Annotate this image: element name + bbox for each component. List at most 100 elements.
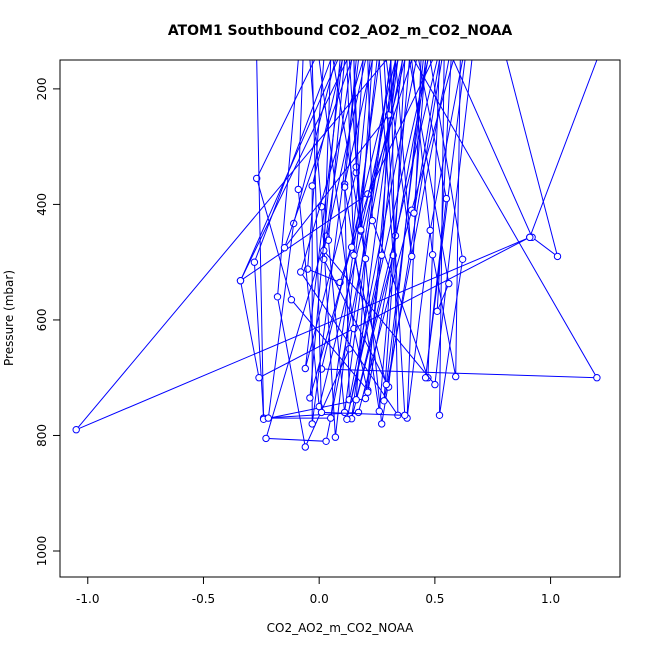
series-line: [309, 60, 371, 399]
data-point: [408, 252, 416, 261]
data-point: [273, 293, 282, 301]
series-25: [411, 60, 461, 381]
series-22: [346, 60, 427, 389]
series-line: [418, 60, 466, 378]
series-24: [343, 60, 429, 423]
x-axis: -1.0 -0.5 0.0 0.5 1.0: [76, 576, 560, 606]
data-point: [380, 397, 388, 405]
series-40: [385, 60, 416, 261]
series-1: [273, 60, 392, 451]
y-tick-label: 600: [35, 308, 49, 331]
data-point: [347, 243, 356, 251]
data-point: [364, 388, 372, 396]
data-point: [593, 374, 601, 382]
series-line: [346, 60, 429, 420]
series-line: [411, 60, 461, 377]
series-line: [452, 60, 559, 258]
series-line: [311, 60, 406, 416]
data-point: [428, 251, 437, 259]
series-line: [323, 60, 473, 386]
series-39: [308, 60, 359, 428]
series-line: [429, 60, 464, 416]
data-point: [526, 233, 534, 242]
data-point: [433, 307, 441, 315]
series-line: [304, 60, 357, 369]
data-point: [350, 251, 358, 259]
data-point: [401, 411, 409, 419]
data-point: [280, 244, 289, 252]
series-line: [383, 60, 450, 401]
series-line: [346, 60, 427, 385]
series-35: [72, 60, 534, 434]
series-line: [355, 60, 443, 424]
data-point: [322, 437, 330, 445]
data-point: [458, 255, 467, 263]
data-point: [72, 426, 80, 434]
data-point: [452, 372, 460, 381]
x-axis-label: CO2_AO2_m_CO2_NOAA: [267, 621, 414, 635]
series-5: [236, 60, 434, 285]
series-line: [367, 60, 440, 378]
series-line: [311, 60, 359, 424]
x-tick-label: -0.5: [192, 592, 215, 606]
series-30: [320, 60, 473, 389]
y-axis-label: Pressure (mbar): [2, 270, 16, 366]
x-tick-label: 0.5: [425, 592, 444, 606]
data-point: [382, 380, 390, 389]
x-tick-label: 1.0: [541, 592, 560, 606]
data-point: [301, 364, 309, 373]
data-point: [553, 252, 562, 261]
data-point: [255, 374, 263, 382]
data-point: [352, 396, 360, 404]
data-point: [354, 408, 363, 417]
data-point: [361, 394, 370, 403]
data-point: [331, 433, 340, 441]
data-point: [426, 226, 434, 235]
data-point: [361, 255, 370, 263]
data-point: [236, 277, 245, 285]
x-tick-label: -1.0: [76, 592, 99, 606]
series-34: [317, 60, 601, 382]
series-line: [408, 60, 452, 312]
data-point: [308, 182, 316, 190]
data-point: [445, 279, 453, 288]
data-point: [317, 408, 326, 417]
series-38: [311, 60, 409, 419]
y-tick-label: 200: [35, 77, 49, 100]
series-23: [332, 60, 438, 404]
chart-title: ATOM1 Southbound CO2_AO2_m_CO2_NOAA: [168, 23, 513, 39]
data-point: [262, 434, 270, 443]
data-point: [431, 380, 439, 389]
series-layer: [72, 60, 601, 451]
data-point: [306, 394, 314, 402]
series-27: [429, 60, 467, 419]
series-line: [320, 60, 598, 379]
series-32: [408, 60, 453, 315]
data-point: [308, 420, 316, 428]
y-axis: 200 400 600 800 1000: [35, 77, 61, 567]
data-point: [378, 420, 386, 428]
y-tick-label: 400: [35, 193, 49, 216]
series-41: [306, 60, 371, 402]
data-point: [320, 246, 328, 255]
y-tick-label: 1000: [35, 536, 49, 567]
data-point: [343, 415, 351, 423]
data-point: [264, 414, 272, 422]
series-29: [410, 60, 440, 217]
series-line: [332, 60, 438, 400]
series-line: [309, 60, 378, 438]
data-point: [253, 174, 261, 183]
y-tick-label: 800: [35, 424, 49, 447]
data-point: [375, 407, 383, 415]
data-point: [327, 414, 335, 422]
data-point: [357, 226, 365, 234]
data-point: [435, 411, 444, 419]
data-point: [368, 216, 377, 225]
data-point: [250, 258, 259, 266]
data-point: [378, 251, 386, 259]
data-point: [294, 185, 302, 194]
data-point: [287, 296, 296, 304]
series-42: [348, 60, 399, 234]
data-point: [442, 194, 451, 203]
